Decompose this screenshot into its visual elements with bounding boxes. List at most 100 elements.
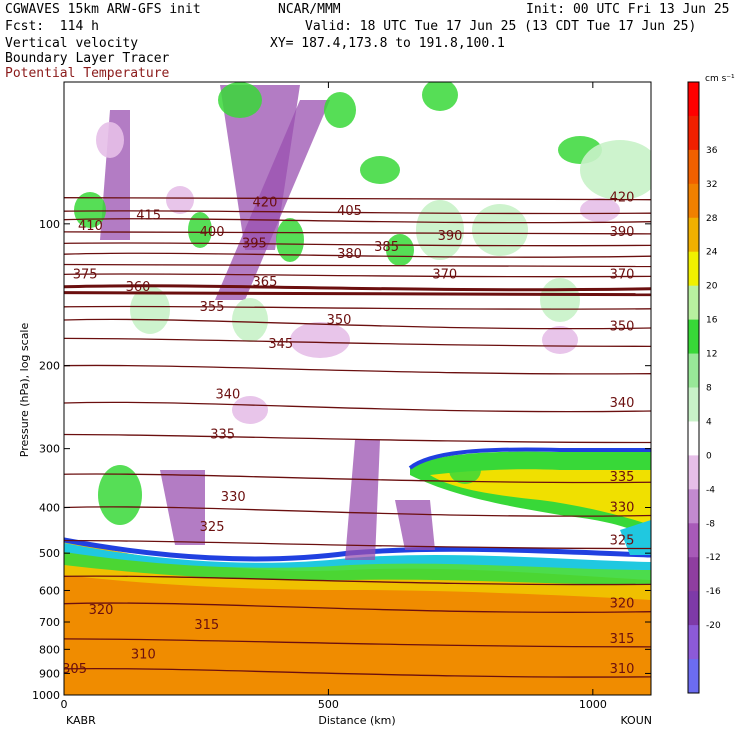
theta-contour-label: 370	[432, 267, 457, 282]
weak-downdraft-blob	[166, 186, 194, 214]
theta-contour-label: 410	[78, 219, 103, 234]
colorbar-swatch	[688, 387, 699, 422]
theta-contour-line	[64, 473, 651, 484]
colorbar-tick-label: -8	[706, 519, 715, 529]
theta-contour-line	[64, 318, 651, 330]
theta-contour-line	[64, 305, 651, 310]
tracer-cyan-band	[64, 543, 651, 570]
colorbar-swatch	[688, 319, 699, 355]
weak-updraft-blob	[472, 204, 528, 256]
colorbar-swatch	[688, 285, 699, 321]
theta-contour-line	[64, 433, 651, 444]
theta-contour-line	[64, 252, 651, 258]
updraft-blob	[449, 456, 481, 484]
updraft-blob	[218, 82, 262, 118]
colorbar-tick-label: 16	[706, 316, 718, 326]
theta-contour-label-right: 340	[610, 396, 635, 411]
theta-contour-label: 325	[200, 520, 225, 535]
valid-time: Valid: 18 UTC Tue 17 Jun 25 (13 CDT Tue …	[305, 19, 697, 34]
updraft-blob	[276, 218, 304, 262]
field-boundary-layer-tracer: Boundary Layer Tracer	[5, 51, 170, 66]
theta-contours: 305 310 315 320 325 330 335 340 345 350 355 360 365 3…	[64, 191, 651, 678]
theta-contour-label-right: 330	[610, 501, 635, 516]
x-end-left-label: KABR	[66, 714, 96, 727]
updraft-blob	[324, 92, 356, 128]
theta-contour-label-right: 335	[610, 470, 635, 485]
theta-contour-line	[64, 242, 651, 247]
y-tick-label: 200	[39, 360, 60, 373]
theta-contour-line	[64, 506, 651, 517]
colorbar-swatch	[688, 217, 699, 253]
x-tick-label: 500	[318, 698, 339, 711]
colorbar-tick-label: -4	[706, 485, 715, 495]
y-tick-label: 300	[39, 443, 60, 456]
theta-contour-label: 345	[268, 337, 293, 352]
weak-downdraft-blob	[290, 322, 350, 358]
colorbar-tick-label: -12	[706, 553, 721, 563]
downdraft-streak	[395, 500, 435, 550]
theta-contour-label: 420	[253, 195, 278, 210]
theta-contour-label-right: 315	[610, 632, 635, 647]
theta-contour-line	[64, 218, 651, 224]
theta-contour-line	[64, 284, 651, 292]
colorbar-tick-label: 24	[706, 248, 718, 258]
weak-updraft-blob	[130, 286, 170, 334]
x-end-right-label: KOUN	[620, 714, 652, 727]
theta-contour-label-right: 390	[610, 225, 635, 240]
colorbar-tick-label: 12	[706, 350, 717, 360]
y-tick-label: 1000	[32, 689, 60, 702]
updraft-blob	[422, 82, 458, 111]
theta-contour-label-right: 420	[610, 191, 635, 206]
colorbar: 36 32 28 24 20 16 12 8 4 0 -4 -8 -12 -16 -20	[687, 81, 721, 694]
theta-contour-label: 365	[253, 275, 278, 290]
y-tick-label: 400	[39, 502, 60, 515]
colorbar-swatch	[688, 251, 699, 287]
downdraft-streak	[215, 100, 330, 300]
theta-contour-label: 330	[221, 490, 246, 505]
x-tick-label: 1000	[579, 698, 607, 711]
theta-contour-label-right: 350	[610, 319, 635, 334]
colorbar-tick-label: -16	[706, 587, 721, 597]
colorbar-swatch	[688, 82, 699, 117]
colorbar-tick-label: -20	[706, 621, 721, 631]
updraft-blob	[386, 234, 414, 266]
weak-downdraft-blob	[580, 198, 620, 222]
updraft-blob	[360, 156, 400, 184]
theta-contour-line	[64, 263, 651, 268]
vertical-velocity-field	[64, 82, 651, 695]
colorbar-swatch	[688, 489, 699, 524]
colorbar-tick-label: 4	[706, 417, 712, 427]
theta-contour-label: 310	[131, 647, 156, 662]
colorbar-swatch	[688, 455, 699, 490]
y-tick-label: 100	[39, 218, 60, 231]
upper-tracer-cyan	[620, 520, 651, 555]
theta-contour-label-right: 310	[610, 662, 635, 677]
model-title: CGWAVES 15km ARW-GFS init	[5, 2, 201, 17]
theta-contour-label: 355	[200, 300, 225, 315]
theta-contour-label: 315	[194, 618, 219, 633]
weak-updraft-blob	[580, 140, 651, 200]
colorbar-swatch	[688, 115, 699, 151]
theta-contour-line	[64, 231, 651, 235]
x-tick-label: 0	[61, 698, 68, 711]
theta-contour-label-right: 320	[610, 597, 635, 612]
colorbar-swatch	[688, 149, 699, 185]
weak-updraft-blob	[232, 298, 268, 342]
theta-contour-label: 400	[200, 225, 225, 240]
theta-contour-line	[64, 602, 651, 613]
weak-downdraft-blob	[96, 122, 124, 158]
colorbar-frame	[687, 81, 700, 694]
weak-downdraft-blob	[542, 326, 578, 354]
y-axis-label: Pressure (hPa), log scale	[18, 323, 31, 458]
theta-contour-line	[64, 197, 651, 201]
colorbar-tick-label: 20	[706, 282, 718, 292]
colorbar-swatch	[688, 557, 699, 592]
theta-contour-label: 375	[73, 267, 98, 282]
theta-contour-label: 415	[136, 208, 161, 223]
upper-tracer-yellow	[430, 469, 651, 525]
theta-contour-line	[64, 539, 651, 550]
colorbar-tick-label: 0	[706, 451, 712, 461]
y-tick-label: 700	[39, 616, 60, 629]
